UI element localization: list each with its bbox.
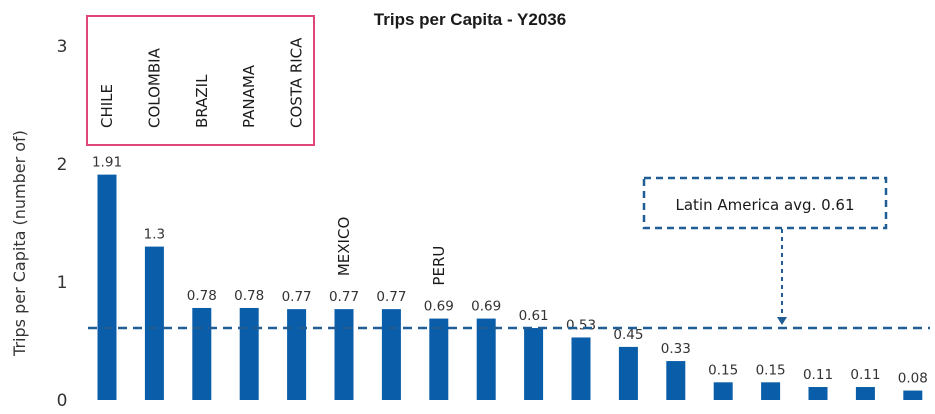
bar: [713, 382, 733, 400]
data-labels: 1.91 1.3 0.78 0.78 0.77 0.77 0.77 0.69 0.69 0.61 0…: [92, 155, 928, 387]
bar: [666, 361, 686, 400]
bar-series: [97, 174, 923, 400]
bar: [524, 328, 544, 400]
data-label: 0.77: [376, 289, 406, 305]
y-axis-ticks: 0 1 2 3: [57, 37, 68, 411]
y-tick-label: 0: [57, 391, 68, 411]
bar: [334, 309, 354, 400]
bar: [476, 318, 496, 400]
data-label: 1.91: [92, 155, 122, 171]
bar: [761, 382, 781, 400]
data-label: 0.69: [424, 299, 454, 315]
country-labels: CHILE COLOMBIA BRAZIL PANAMA COSTA RICA MEXIC…: [98, 37, 448, 286]
data-label: 1.3: [144, 227, 165, 243]
bar: [571, 337, 591, 400]
data-label: 0.45: [613, 327, 643, 343]
country-label: CHILE: [98, 84, 116, 128]
data-label: 0.11: [803, 367, 833, 383]
country-label: PANAMA: [240, 64, 258, 128]
bar: [144, 246, 164, 400]
bar: [808, 387, 828, 400]
bar: [239, 307, 259, 400]
data-label: 0.15: [708, 362, 738, 378]
y-tick-label: 1: [57, 273, 68, 293]
data-label: 0.11: [850, 367, 880, 383]
bar: [618, 346, 638, 400]
country-label: BRAZIL: [193, 74, 211, 128]
average-callout-arrowhead: [777, 317, 787, 326]
country-label: PERU: [430, 246, 448, 286]
y-tick-label: 2: [57, 155, 68, 175]
data-label: 0.33: [661, 341, 691, 357]
data-label: 0.15: [756, 362, 786, 378]
data-label: 0.78: [187, 288, 217, 304]
data-label: 0.77: [329, 289, 359, 305]
data-label: 0.53: [566, 317, 596, 333]
country-label: MEXICO: [335, 217, 353, 276]
bar: [97, 174, 117, 400]
country-label: COSTA RICA: [288, 37, 306, 128]
country-label: COLOMBIA: [145, 47, 163, 128]
bar: [192, 307, 212, 400]
data-label: 0.08: [898, 371, 928, 387]
y-axis-label: Trips per Capita (number of): [10, 130, 29, 357]
average-callout-box: [642, 176, 888, 230]
bar: [855, 387, 875, 400]
y-tick-label: 3: [57, 37, 68, 57]
data-label: 0.78: [234, 288, 264, 304]
data-label: 0.61: [519, 308, 549, 324]
bar: [429, 318, 449, 400]
average-callout-label: Latin America avg. 0.61: [675, 196, 854, 214]
highlight-box: [86, 15, 315, 146]
data-label: 0.77: [282, 289, 312, 305]
data-label: 0.69: [471, 299, 501, 315]
chart-title: Trips per Capita - Y2036: [374, 10, 566, 29]
bar: [903, 390, 923, 400]
bar: [287, 309, 307, 400]
bar: [381, 309, 401, 400]
